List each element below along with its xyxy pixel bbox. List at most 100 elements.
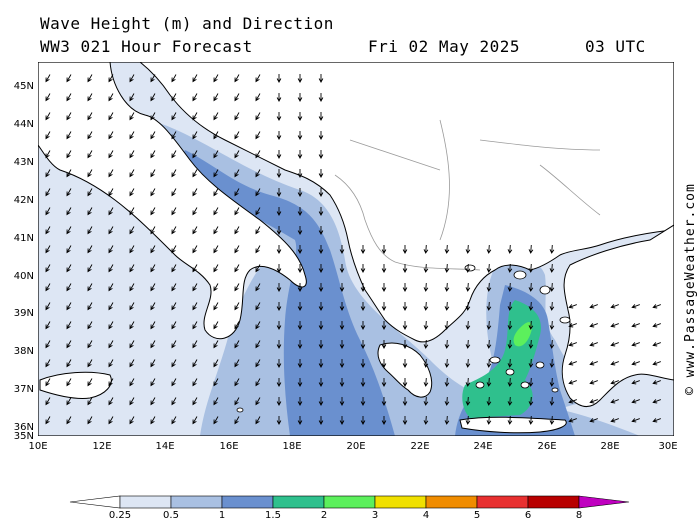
wave-arrow bbox=[255, 207, 261, 216]
wave-arrow bbox=[129, 207, 135, 216]
wave-arrow bbox=[234, 131, 240, 140]
lat-label: 35N bbox=[14, 431, 34, 442]
wave-arrow bbox=[87, 169, 93, 178]
wave-arrow bbox=[381, 340, 387, 349]
wave-arrow bbox=[381, 283, 387, 292]
wave-arrow bbox=[276, 93, 282, 102]
wave-arrow bbox=[234, 359, 240, 368]
colorbar-label: 1.5 bbox=[265, 510, 281, 521]
wave-arrow bbox=[234, 321, 240, 330]
wave-arrow bbox=[108, 245, 114, 254]
wave-arrow bbox=[192, 359, 198, 368]
wave-arrow bbox=[213, 226, 219, 235]
wave-arrow bbox=[213, 93, 219, 102]
wave-arrow bbox=[150, 112, 156, 121]
wave-arrow bbox=[192, 188, 198, 197]
map-title: Wave Height (m) and Direction bbox=[40, 14, 334, 33]
wave-arrow bbox=[192, 93, 198, 102]
wave-arrow bbox=[568, 361, 577, 366]
wave-arrow bbox=[171, 283, 177, 292]
wave-arrow bbox=[129, 321, 135, 330]
wave-arrow bbox=[486, 263, 492, 273]
wave-arrow bbox=[129, 226, 135, 235]
wave-arrow bbox=[568, 418, 577, 423]
wave-arrow bbox=[589, 380, 598, 385]
wave-arrow bbox=[423, 339, 429, 349]
wave-arrow bbox=[549, 320, 555, 330]
colorbar-segment bbox=[425, 495, 478, 509]
wave-arrow bbox=[381, 321, 387, 330]
lon-label: 24E bbox=[473, 441, 492, 452]
wave-arrow bbox=[150, 169, 156, 178]
wave-arrow bbox=[87, 321, 93, 330]
wave-arrow bbox=[631, 342, 640, 347]
wave-arrow bbox=[568, 380, 577, 385]
wave-arrow bbox=[87, 150, 93, 159]
wave-arrow bbox=[171, 74, 177, 83]
wave-arrow bbox=[150, 131, 156, 140]
wave-arrow bbox=[87, 378, 93, 387]
wave-arrow bbox=[213, 378, 219, 387]
wave-arrow bbox=[465, 263, 471, 273]
wave-arrow bbox=[129, 131, 135, 140]
wave-arrow bbox=[87, 112, 93, 121]
wave-arrow bbox=[192, 112, 198, 121]
lat-label: 43N bbox=[14, 157, 34, 168]
wave-arrow bbox=[150, 359, 156, 368]
wave-arrow bbox=[318, 207, 324, 216]
wave-arrow bbox=[381, 302, 387, 311]
wave-arrow bbox=[507, 415, 513, 425]
balkans-land bbox=[139, 62, 674, 343]
wave-arrow bbox=[171, 321, 177, 330]
wave-arrow bbox=[213, 283, 219, 292]
longitude-labels: 10E 12E 14E 16E 18E 20E 22E 24E 26E 28E … bbox=[28, 441, 677, 452]
wave-arrow bbox=[255, 397, 261, 406]
lon-label: 28E bbox=[600, 441, 619, 452]
turkey-land bbox=[561, 224, 674, 407]
wave-arrow bbox=[108, 397, 114, 406]
wave-arrow bbox=[318, 283, 324, 292]
wave-arrow bbox=[276, 112, 282, 121]
wave-arrow bbox=[318, 169, 324, 178]
wave-arrow bbox=[297, 321, 303, 330]
wave-arrow bbox=[150, 416, 156, 425]
lon-label: 26E bbox=[537, 441, 556, 452]
wave-arrow bbox=[213, 150, 219, 159]
wave-arrow bbox=[108, 169, 114, 178]
wave-arrow bbox=[213, 188, 219, 197]
wave-arrow bbox=[192, 378, 198, 387]
wave-arrow bbox=[528, 301, 534, 311]
colorbar-segment bbox=[170, 495, 223, 509]
wave-arrow bbox=[507, 282, 513, 292]
wave-arrow bbox=[507, 339, 513, 349]
wave-direction-arrows bbox=[45, 74, 661, 425]
wave-arrow bbox=[360, 264, 366, 273]
wave-arrow bbox=[589, 323, 598, 328]
wave-arrow bbox=[192, 416, 198, 425]
wave-arrow bbox=[652, 380, 661, 385]
wave-arrow bbox=[528, 339, 534, 349]
wave-arrow bbox=[360, 378, 366, 387]
wave-arrow bbox=[276, 131, 282, 140]
wave-arrow bbox=[339, 359, 345, 368]
wave-arrow bbox=[45, 283, 51, 292]
wave-arrow bbox=[297, 207, 303, 216]
wave-arrow bbox=[87, 131, 93, 140]
colorbar-label: 0.25 bbox=[109, 510, 131, 521]
wave-arrow bbox=[360, 359, 366, 368]
wave-arrow bbox=[507, 320, 513, 330]
wave-arrow bbox=[192, 169, 198, 178]
wave-arrow bbox=[87, 188, 93, 197]
wave-arrow bbox=[108, 150, 114, 159]
wave-arrow bbox=[360, 321, 366, 330]
wave-arrow bbox=[192, 283, 198, 292]
wave-arrow bbox=[318, 340, 324, 349]
colorbar-segment bbox=[578, 495, 630, 509]
wave-arrow bbox=[465, 301, 471, 311]
wave-arrow bbox=[87, 245, 93, 254]
wave-arrow bbox=[255, 169, 261, 178]
wave-arrow bbox=[171, 207, 177, 216]
wave-arrow bbox=[234, 112, 240, 121]
wave-arrow bbox=[150, 188, 156, 197]
